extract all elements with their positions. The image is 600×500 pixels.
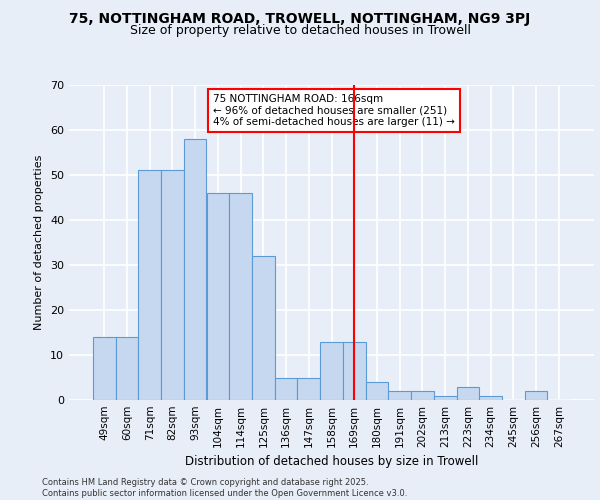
Text: 75, NOTTINGHAM ROAD, TROWELL, NOTTINGHAM, NG9 3PJ: 75, NOTTINGHAM ROAD, TROWELL, NOTTINGHAM… bbox=[70, 12, 530, 26]
Bar bbox=[320, 342, 343, 400]
Bar bbox=[434, 396, 457, 400]
Bar bbox=[229, 193, 252, 400]
Bar bbox=[206, 193, 229, 400]
Bar bbox=[275, 378, 298, 400]
Bar bbox=[252, 256, 275, 400]
Bar bbox=[343, 342, 365, 400]
Text: Size of property relative to detached houses in Trowell: Size of property relative to detached ho… bbox=[130, 24, 470, 37]
Text: Contains HM Land Registry data © Crown copyright and database right 2025.
Contai: Contains HM Land Registry data © Crown c… bbox=[42, 478, 407, 498]
Text: 75 NOTTINGHAM ROAD: 166sqm
← 96% of detached houses are smaller (251)
4% of semi: 75 NOTTINGHAM ROAD: 166sqm ← 96% of deta… bbox=[214, 94, 455, 127]
Bar bbox=[184, 139, 206, 400]
Bar bbox=[365, 382, 388, 400]
Bar bbox=[161, 170, 184, 400]
Bar bbox=[139, 170, 161, 400]
Bar bbox=[479, 396, 502, 400]
Y-axis label: Number of detached properties: Number of detached properties bbox=[34, 155, 44, 330]
Bar bbox=[388, 391, 411, 400]
Bar bbox=[116, 337, 139, 400]
Bar bbox=[411, 391, 434, 400]
Bar bbox=[298, 378, 320, 400]
Bar bbox=[93, 337, 116, 400]
Bar bbox=[524, 391, 547, 400]
Bar bbox=[457, 386, 479, 400]
X-axis label: Distribution of detached houses by size in Trowell: Distribution of detached houses by size … bbox=[185, 456, 478, 468]
